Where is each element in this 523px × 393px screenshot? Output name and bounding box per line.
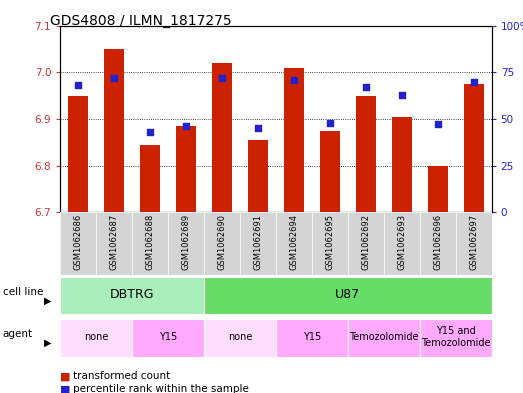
Text: ■: ■ (60, 384, 71, 393)
Text: ▶: ▶ (44, 338, 52, 348)
Point (74, 82, 82, 88)
Text: none: none (228, 332, 252, 342)
Bar (96, 212, 132, 275)
Bar (132, 212, 168, 275)
Bar (428, 165, 448, 212)
Bar (276, 212, 312, 275)
Bar (456, 212, 492, 275)
Bar (248, 140, 268, 212)
Text: ▶: ▶ (44, 296, 52, 305)
Bar (176, 126, 196, 212)
Text: DBTRG: DBTRG (110, 288, 154, 301)
Bar (60, 212, 96, 275)
Bar (392, 117, 412, 212)
Bar (60, 318, 132, 358)
Text: Y15: Y15 (159, 332, 177, 342)
Text: agent: agent (3, 329, 33, 339)
Bar (132, 318, 204, 358)
Text: GDS4808 / ILMN_1817275: GDS4808 / ILMN_1817275 (50, 14, 231, 28)
Point (470, 79, 478, 85)
Point (254, 125, 262, 131)
Bar (320, 130, 340, 212)
Text: U87: U87 (335, 288, 360, 301)
Point (146, 129, 154, 135)
Bar (204, 277, 492, 314)
Bar (168, 212, 204, 275)
Text: GSM1062689: GSM1062689 (181, 214, 190, 270)
Bar (284, 68, 304, 212)
Text: GSM1062688: GSM1062688 (145, 214, 154, 270)
Bar (68, 95, 88, 212)
Text: GSM1062695: GSM1062695 (325, 214, 334, 270)
Text: GSM1062690: GSM1062690 (218, 214, 226, 270)
Bar (348, 212, 384, 275)
Bar (204, 318, 276, 358)
Bar (356, 95, 376, 212)
Text: cell line: cell line (3, 287, 43, 297)
Point (110, 75, 118, 81)
Bar (348, 318, 419, 358)
Text: transformed count: transformed count (73, 371, 170, 381)
Point (326, 119, 334, 126)
Bar (240, 212, 276, 275)
Text: Temozolomide: Temozolomide (349, 332, 418, 342)
Text: GSM1062687: GSM1062687 (110, 214, 119, 270)
Point (397, 92, 406, 98)
Bar (140, 145, 160, 212)
Text: Y15: Y15 (303, 332, 321, 342)
Bar (212, 63, 232, 212)
Point (182, 123, 190, 129)
Text: GSM1062686: GSM1062686 (74, 214, 83, 270)
Text: Y15 and
Temozolomide: Y15 and Temozolomide (421, 326, 491, 348)
Text: GSM1062694: GSM1062694 (289, 214, 298, 270)
Text: GSM1062697: GSM1062697 (469, 214, 478, 270)
Text: ■: ■ (60, 371, 71, 381)
Text: GSM1062691: GSM1062691 (254, 214, 263, 270)
Bar (204, 212, 240, 275)
Point (434, 121, 442, 128)
Point (361, 84, 370, 90)
Text: none: none (84, 332, 108, 342)
Point (218, 75, 226, 81)
Text: GSM1062696: GSM1062696 (433, 214, 442, 270)
Bar (384, 212, 419, 275)
Bar (276, 318, 348, 358)
Bar (60, 277, 204, 314)
Text: percentile rank within the sample: percentile rank within the sample (73, 384, 249, 393)
Bar (419, 318, 492, 358)
Text: GSM1062692: GSM1062692 (361, 214, 370, 270)
Bar (312, 212, 348, 275)
Point (290, 77, 298, 83)
Text: GSM1062693: GSM1062693 (397, 214, 406, 270)
Bar (104, 49, 124, 212)
Bar (419, 212, 456, 275)
Bar (464, 84, 484, 212)
